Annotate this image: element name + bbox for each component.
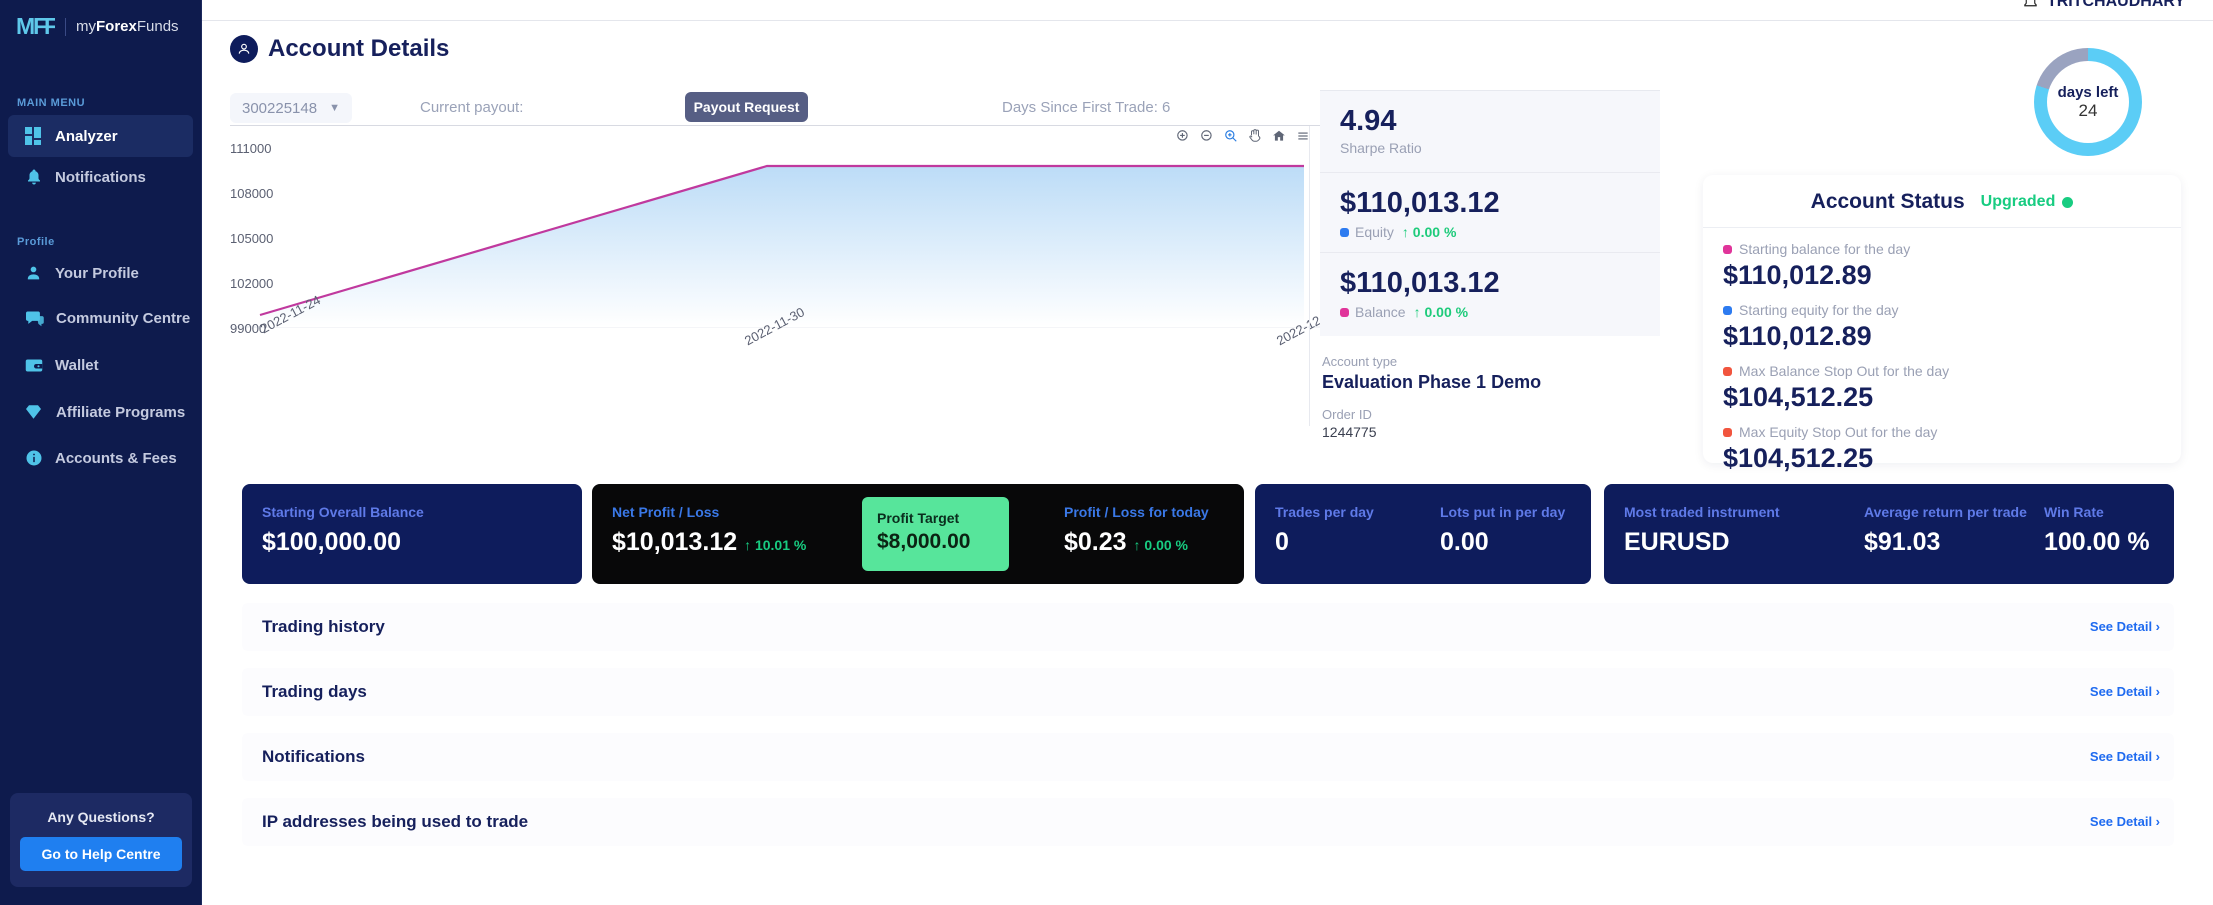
svg-text:F: F: [44, 14, 55, 39]
